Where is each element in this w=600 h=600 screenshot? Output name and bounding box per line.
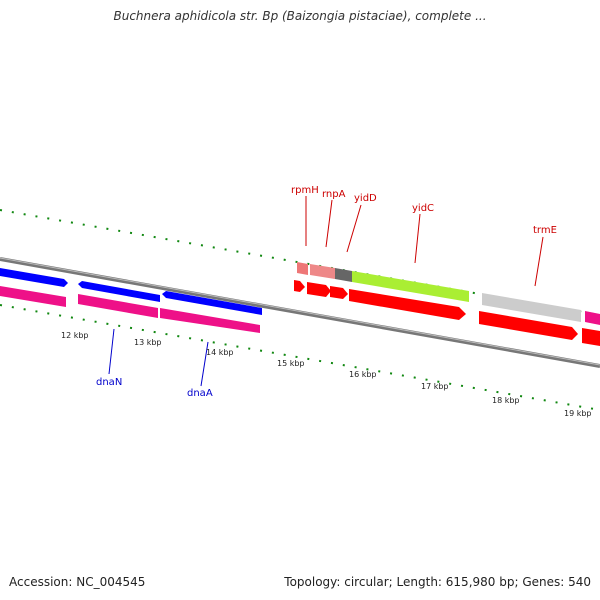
tick-label-19: 19 kbp xyxy=(564,409,592,418)
feature-magenta-3 xyxy=(160,308,260,333)
label-trmE: trmE xyxy=(533,225,557,236)
cds-rpmH xyxy=(294,280,305,292)
tick-label-16: 16 kbp xyxy=(349,370,377,379)
cds-yidC xyxy=(349,289,466,320)
lower-features xyxy=(0,280,600,346)
cds-yidD xyxy=(330,286,348,299)
feature-rnpA xyxy=(310,264,335,279)
feature-blue-3 xyxy=(162,291,262,315)
cds-rnpA xyxy=(307,282,331,297)
feature-trmE xyxy=(482,293,581,322)
cds-right xyxy=(582,328,600,346)
feature-yidD xyxy=(335,268,352,282)
map-title: Buchnera aphidicola str. Bp (Baizongia p… xyxy=(113,9,487,23)
forward-labels: rpmH rnpA yidD yidC trmE xyxy=(291,185,557,287)
scale-labels: 12 kbp 13 kbp 14 kbp 15 kbp 16 kbp 17 kb… xyxy=(61,331,592,418)
tick-label-13: 13 kbp xyxy=(134,338,162,347)
label-yidC: yidC xyxy=(412,203,434,214)
cds-trmE xyxy=(479,311,578,340)
label-dnaA: dnaA xyxy=(187,388,213,399)
feature-yidC xyxy=(352,271,469,302)
tick-label-18: 18 kbp xyxy=(492,396,520,405)
feature-magenta-1 xyxy=(0,286,66,307)
feature-blue-2 xyxy=(78,281,160,302)
accession-text: Accession: NC_004545 xyxy=(9,575,146,589)
genome-backbone xyxy=(0,257,600,368)
label-rpmH: rpmH xyxy=(291,185,319,196)
tick-label-14: 14 kbp xyxy=(206,348,234,357)
feature-magenta-right xyxy=(585,311,600,325)
reverse-labels: dnaN dnaA xyxy=(96,328,213,399)
tick-label-17: 17 kbp xyxy=(421,382,449,391)
feature-rpmH xyxy=(297,262,308,275)
feature-blue-1 xyxy=(0,268,68,287)
topology-stats-text: Topology: circular; Length: 615,980 bp; … xyxy=(284,575,591,589)
forward-features xyxy=(0,262,600,325)
label-rnpA: rnpA xyxy=(322,189,346,200)
feature-magenta-2 xyxy=(78,294,158,318)
label-dnaN: dnaN xyxy=(96,377,122,388)
tick-label-15: 15 kbp xyxy=(277,359,305,368)
tick-label-12: 12 kbp xyxy=(61,331,89,340)
label-yidD: yidD xyxy=(354,193,377,204)
